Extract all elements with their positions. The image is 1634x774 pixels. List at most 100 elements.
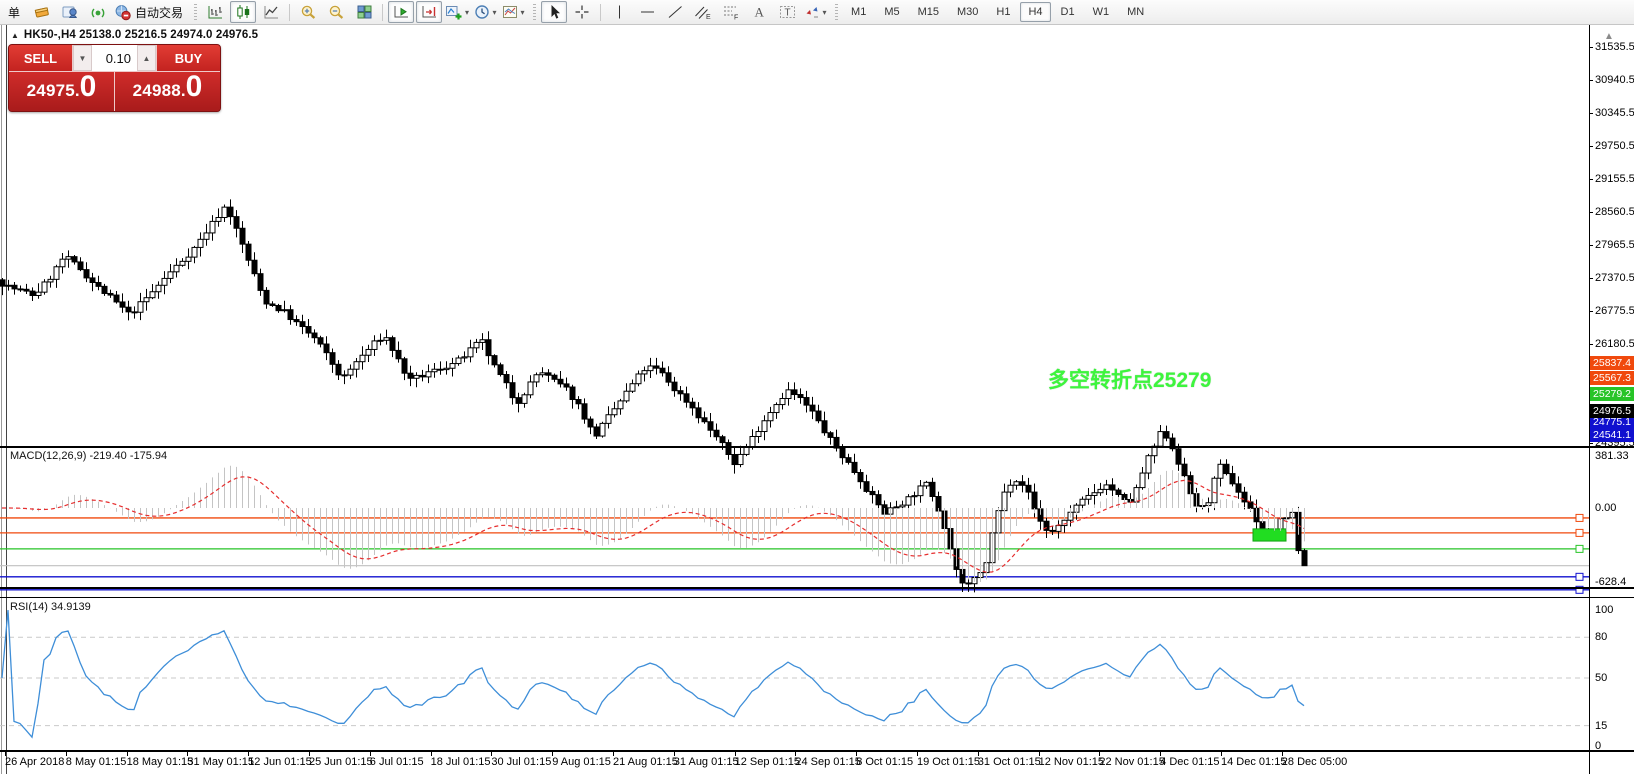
- rsi-scale-label: 50: [1595, 672, 1608, 684]
- equidistant-channel-icon[interactable]: E: [690, 1, 716, 23]
- dropdown-arrow-icon[interactable]: ▾: [822, 7, 827, 17]
- dropdown-arrow-icon[interactable]: ▾: [465, 7, 470, 17]
- cursor-icon[interactable]: [541, 1, 568, 23]
- tile-windows-icon[interactable]: [351, 1, 377, 23]
- fibonacci-icon[interactable]: F: [718, 1, 744, 23]
- data-window-icon[interactable]: [57, 1, 83, 23]
- line-handle[interactable]: [1575, 544, 1584, 553]
- text-label-icon[interactable]: T: [774, 1, 800, 23]
- main-toolbar: 单 自动交易 ▾ ▾ ▾ E F A T ▾ M1 M5 M15 M30 H1 H4 D1 W1 MN: [0, 0, 1634, 25]
- rsi-canvas[interactable]: [0, 598, 1589, 750]
- text-label-icon: T: [779, 4, 796, 20]
- crosshair-icon: [574, 4, 591, 20]
- timeframe-button-mn[interactable]: MN: [1127, 6, 1145, 18]
- svg-text:E: E: [706, 14, 711, 20]
- price-axis-label: 27370.5: [1595, 271, 1634, 284]
- time-axis-label: 26 Apr 2018: [5, 756, 65, 768]
- line-handle[interactable]: [1575, 513, 1584, 522]
- timeframe-button-h4[interactable]: H4: [1020, 2, 1051, 22]
- timeframe-button-d1[interactable]: D1: [1060, 6, 1075, 18]
- ask-price[interactable]: 24988. 0: [115, 72, 220, 111]
- time-axis-label: 12 Nov 01:15: [1038, 756, 1105, 768]
- signals-icon[interactable]: [85, 1, 111, 23]
- toolbar-grip[interactable]: [533, 4, 537, 20]
- time-axis-tick: [734, 752, 736, 756]
- ask-frac: 0: [185, 70, 203, 103]
- periods-icon[interactable]: ▾: [472, 1, 498, 23]
- time-axis-tick: [1160, 752, 1162, 756]
- chart-text-annotation[interactable]: 多空转折点25279: [1048, 369, 1212, 392]
- timeframe-button-m15[interactable]: M15: [917, 6, 939, 18]
- timeframe-button-h1[interactable]: H1: [996, 6, 1011, 18]
- macd-canvas[interactable]: [0, 449, 1589, 587]
- pane-separator[interactable]: [0, 446, 1634, 448]
- volume-decrease-button[interactable]: ▼: [73, 45, 92, 71]
- timeframe-button-w1[interactable]: W1: [1092, 6, 1110, 18]
- sell-button[interactable]: SELL: [9, 45, 72, 71]
- time-axis-label: 18 Jul 01:15: [430, 756, 491, 768]
- market-watch-icon: [33, 4, 51, 21]
- time-axis-tick: [126, 752, 128, 756]
- toolbar-grip[interactable]: [835, 4, 839, 20]
- toolbar-group: 单 自动交易: [0, 0, 188, 24]
- time-axis-tick: [917, 752, 918, 756]
- time-axis-label: 24 Sep 01:15: [795, 756, 861, 768]
- auto-scroll-icon: [393, 4, 410, 20]
- indicators-icon[interactable]: ▾: [444, 1, 470, 23]
- price-axis-tick: [1589, 310, 1593, 312]
- macd-scale-label: -628.4: [1595, 576, 1627, 588]
- dropdown-arrow-icon[interactable]: ▾: [492, 7, 497, 17]
- time-axis-label: 31 Aug 01:15: [673, 756, 739, 768]
- time-axis-tick: [309, 752, 310, 756]
- chart-shift-icon[interactable]: [416, 1, 443, 23]
- time-axis-label: 21 Aug 01:15: [613, 756, 678, 768]
- candlestick-chart-icon[interactable]: [230, 1, 257, 23]
- new-order-button[interactable]: 单: [1, 1, 27, 23]
- timeframe-button-m5[interactable]: M5: [884, 6, 900, 18]
- pane-separator[interactable]: [0, 587, 1634, 589]
- bar-chart-icon[interactable]: [202, 1, 228, 23]
- cursor-icon: [547, 4, 562, 20]
- scroll-up-icon[interactable]: ▲: [1604, 31, 1614, 42]
- auto-trading-button[interactable]: 自动交易: [113, 1, 187, 23]
- candlestick-chart-icon: [235, 4, 252, 20]
- timeframe-button-m1[interactable]: M1: [851, 6, 867, 18]
- crosshair-icon[interactable]: [569, 1, 595, 23]
- time-axis-label: 18 May 01:15: [126, 756, 194, 768]
- trade-panel-collapse-icon[interactable]: ▲: [11, 30, 19, 40]
- horizontal-line-icon[interactable]: [634, 1, 660, 23]
- rsi-pane[interactable]: [0, 598, 1589, 750]
- zoom-in-icon[interactable]: [295, 1, 321, 23]
- timeframe-button-m30[interactable]: M30: [957, 6, 979, 18]
- trendline-icon[interactable]: [662, 1, 688, 23]
- svg-text:F: F: [734, 15, 738, 21]
- toolbar-grip[interactable]: [194, 4, 198, 20]
- auto-trading-button-label: 自动交易: [135, 5, 184, 20]
- horizontal-level-lines[interactable]: [0, 513, 1589, 594]
- market-watch-icon[interactable]: [29, 1, 55, 23]
- volume-input[interactable]: 0.10: [92, 45, 137, 71]
- line-handle[interactable]: [1575, 572, 1584, 581]
- vertical-line-icon[interactable]: [606, 1, 632, 23]
- auto-scroll-icon[interactable]: [388, 1, 415, 23]
- line-chart-icon[interactable]: [258, 1, 284, 23]
- text-icon[interactable]: A: [746, 1, 772, 23]
- rsi-line: [1, 609, 1305, 739]
- main-chart-canvas[interactable]: [0, 180, 1589, 603]
- volume-increase-button[interactable]: ▲: [137, 45, 156, 71]
- price-axis-tick: [1589, 442, 1593, 444]
- line-handle[interactable]: [1575, 585, 1584, 594]
- templates-icon[interactable]: ▾: [500, 1, 526, 23]
- price-axis-label: 30345.5: [1595, 106, 1634, 119]
- line-handle[interactable]: [1575, 528, 1584, 537]
- one-click-trading-panel: SELL ▼ 0.10 ▲ BUY 24975. 0 24988. 0: [8, 44, 221, 112]
- macd-pane[interactable]: [0, 449, 1589, 587]
- arrows-icon[interactable]: ▾: [802, 1, 828, 23]
- rectangle-object[interactable]: [1252, 528, 1287, 542]
- time-axis-label: 9 Aug 01:15: [552, 756, 611, 768]
- bid-price[interactable]: 24975. 0: [9, 72, 115, 111]
- dropdown-arrow-icon[interactable]: ▾: [520, 7, 525, 17]
- zoom-out-icon[interactable]: [323, 1, 349, 23]
- time-axis-tick: [491, 752, 493, 756]
- buy-button[interactable]: BUY: [157, 45, 220, 71]
